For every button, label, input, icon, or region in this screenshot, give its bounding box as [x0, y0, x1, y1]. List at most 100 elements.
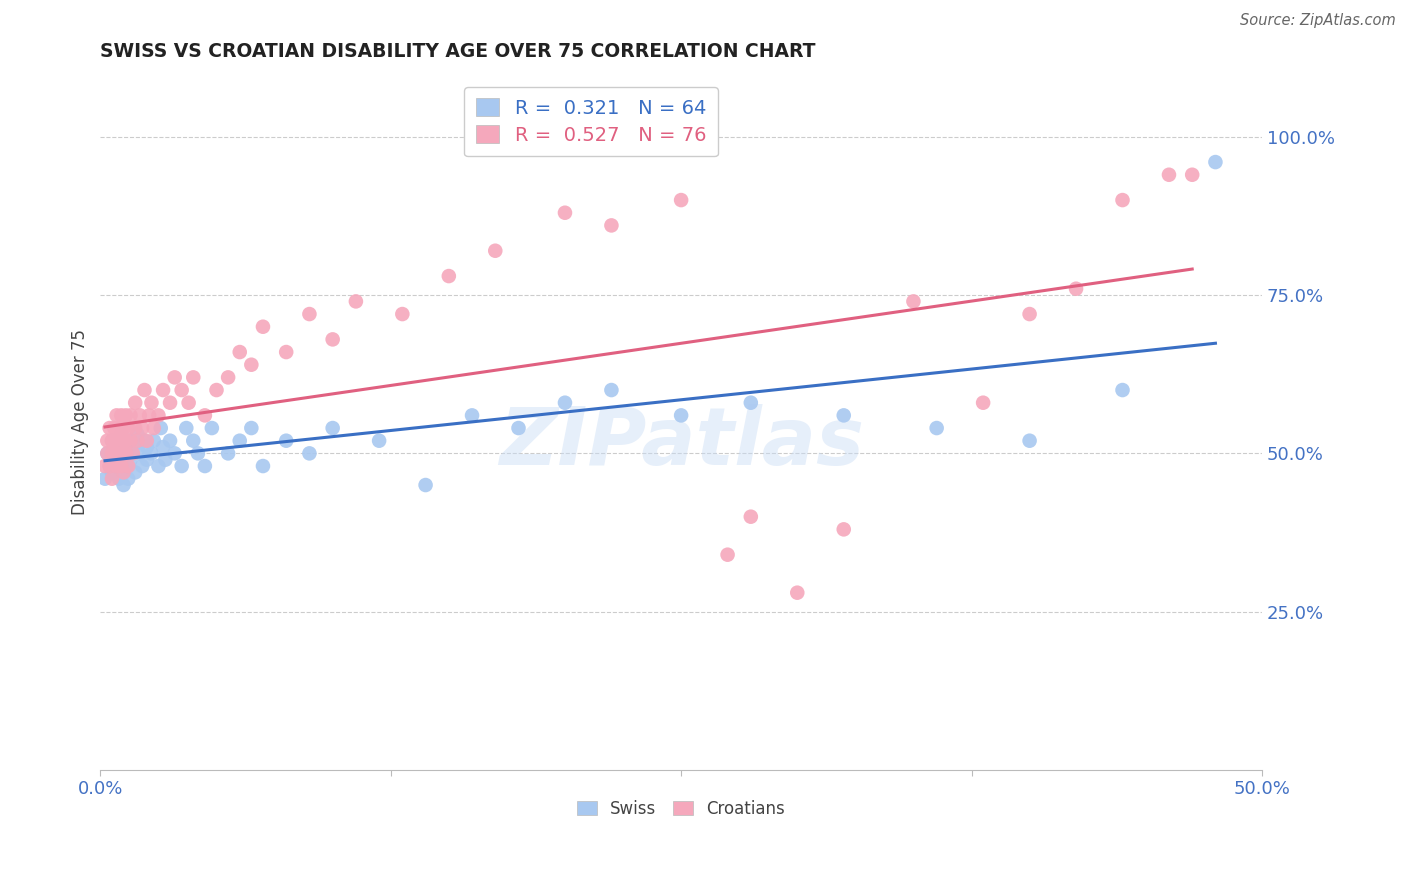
Point	[117, 446, 139, 460]
Point	[101, 446, 124, 460]
Point	[187, 446, 209, 460]
Point	[103, 434, 125, 448]
Point	[103, 446, 125, 460]
Point	[101, 466, 124, 480]
Point	[201, 421, 224, 435]
Point	[832, 409, 855, 423]
Point	[112, 434, 135, 448]
Point	[103, 421, 125, 435]
Point	[127, 434, 149, 448]
Point	[134, 434, 156, 448]
Point	[716, 548, 738, 562]
Point	[122, 446, 145, 460]
Point	[217, 446, 239, 460]
Point	[120, 434, 142, 448]
Point	[972, 395, 994, 409]
Point	[832, 522, 855, 536]
Point	[96, 446, 118, 460]
Point	[112, 478, 135, 492]
Point	[120, 452, 142, 467]
Point	[105, 446, 128, 460]
Point	[108, 421, 131, 435]
Point	[194, 409, 217, 423]
Point	[1204, 155, 1226, 169]
Point	[163, 370, 186, 384]
Point	[105, 409, 128, 423]
Point	[152, 383, 174, 397]
Point	[1064, 282, 1087, 296]
Point	[115, 434, 138, 448]
Point	[148, 409, 170, 423]
Point	[105, 458, 128, 473]
Point	[1111, 193, 1133, 207]
Point	[600, 219, 623, 233]
Point	[903, 294, 925, 309]
Point	[1018, 307, 1040, 321]
Point	[101, 434, 124, 448]
Point	[108, 472, 131, 486]
Point	[112, 466, 135, 480]
Point	[110, 409, 132, 423]
Point	[124, 395, 146, 409]
Point	[98, 458, 121, 473]
Point	[112, 446, 135, 460]
Point	[181, 434, 204, 448]
Point	[105, 446, 128, 460]
Point	[217, 370, 239, 384]
Point	[110, 458, 132, 473]
Point	[108, 434, 131, 448]
Point	[149, 421, 172, 435]
Point	[152, 440, 174, 454]
Point	[181, 370, 204, 384]
Point	[131, 421, 153, 435]
Point	[1157, 168, 1180, 182]
Point	[391, 307, 413, 321]
Point	[176, 421, 198, 435]
Point	[142, 434, 165, 448]
Point	[344, 294, 367, 309]
Legend: Swiss, Croatians: Swiss, Croatians	[571, 793, 792, 824]
Point	[669, 409, 692, 423]
Point	[128, 409, 150, 423]
Point	[127, 427, 149, 442]
Point	[115, 458, 138, 473]
Point	[322, 332, 344, 346]
Point	[155, 452, 177, 467]
Point	[124, 466, 146, 480]
Point	[94, 472, 117, 486]
Point	[177, 395, 200, 409]
Point	[124, 421, 146, 435]
Point	[112, 421, 135, 435]
Point	[108, 434, 131, 448]
Point	[103, 452, 125, 467]
Point	[508, 421, 530, 435]
Point	[554, 395, 576, 409]
Point	[103, 440, 125, 454]
Point	[98, 421, 121, 435]
Point	[96, 446, 118, 460]
Point	[159, 434, 181, 448]
Point	[135, 434, 157, 448]
Point	[252, 458, 274, 473]
Point	[368, 434, 391, 448]
Point	[115, 446, 138, 460]
Point	[135, 440, 157, 454]
Point	[240, 421, 263, 435]
Point	[1181, 168, 1204, 182]
Point	[415, 478, 437, 492]
Point	[298, 446, 321, 460]
Point	[205, 383, 228, 397]
Point	[98, 458, 121, 473]
Point	[141, 395, 163, 409]
Point	[163, 446, 186, 460]
Point	[138, 409, 160, 423]
Point	[101, 472, 124, 486]
Point	[94, 458, 117, 473]
Point	[170, 458, 193, 473]
Point	[925, 421, 948, 435]
Y-axis label: Disability Age Over 75: Disability Age Over 75	[72, 329, 89, 515]
Point	[252, 319, 274, 334]
Point	[159, 395, 181, 409]
Point	[108, 458, 131, 473]
Text: SWISS VS CROATIAN DISABILITY AGE OVER 75 CORRELATION CHART: SWISS VS CROATIAN DISABILITY AGE OVER 75…	[100, 42, 815, 61]
